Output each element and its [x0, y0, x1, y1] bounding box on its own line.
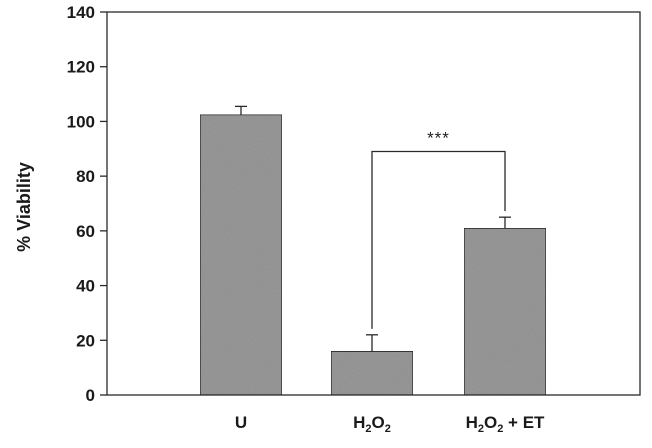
x-axis-labels: U H2O2 H2O2 + ET — [235, 413, 545, 435]
plot-frame — [106, 11, 641, 396]
y-tick-label: 140 — [67, 3, 95, 22]
bar-1 — [330, 350, 414, 396]
y-tick-label: 40 — [76, 277, 95, 296]
bar-0 — [199, 113, 283, 396]
x-category-label: U — [235, 413, 247, 432]
y-axis: 0 20 40 60 80 100 120 140 — [67, 3, 107, 405]
significance-annotations: *** — [371, 129, 506, 329]
y-axis-label: % Viability — [14, 162, 34, 252]
x-category-label: H2O2 + ET — [466, 413, 545, 435]
significance-bracket — [371, 150, 506, 329]
y-tick-label: 80 — [76, 167, 95, 186]
x-category-label: H2O2 — [353, 413, 391, 435]
y-tick-label: 0 — [86, 386, 95, 405]
y-tick-label: 100 — [67, 112, 95, 131]
y-tick-label: 120 — [67, 58, 95, 77]
bars-group — [199, 105, 547, 396]
plot-area — [106, 11, 641, 396]
y-tick-label: 60 — [76, 222, 95, 241]
significance-label: *** — [427, 129, 450, 148]
y-tick-label: 20 — [76, 331, 95, 350]
bar-2 — [463, 227, 547, 396]
